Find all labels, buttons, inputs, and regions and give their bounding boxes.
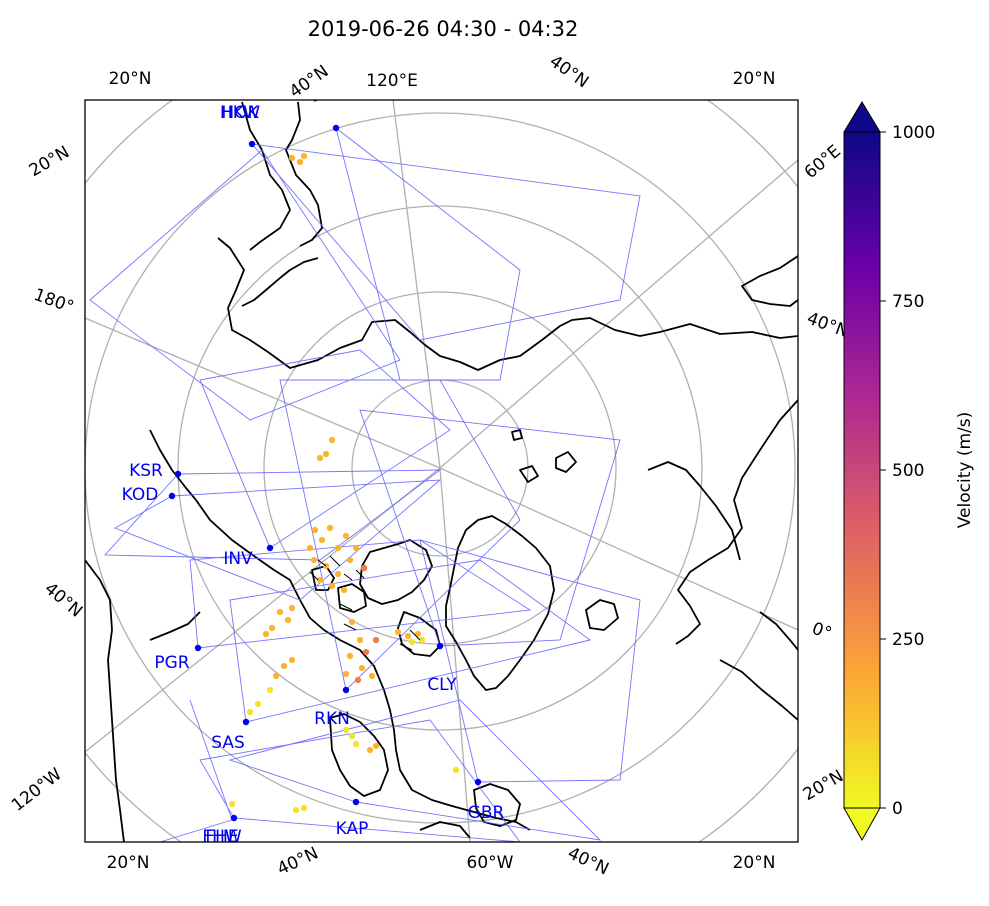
grid-label-bottom-3: 60°W xyxy=(467,853,514,873)
radar-label-kod: KOD xyxy=(122,485,159,505)
map-frame xyxy=(84,99,799,843)
coastlines xyxy=(85,101,798,842)
colorbar-gradient xyxy=(843,131,881,809)
colorbar-label: Velocity (m/s) xyxy=(955,412,975,529)
grid-label-right-1: 60°E xyxy=(801,141,845,183)
radar-site-kap xyxy=(352,798,360,806)
radar-site-rkn xyxy=(342,686,350,694)
radar-site-fhe xyxy=(230,814,238,822)
radar-label-fhw: FHW xyxy=(202,827,242,847)
radar-label-gbr: GBR xyxy=(468,803,505,823)
meridians xyxy=(85,100,798,842)
grid-label-left-1: 20°N xyxy=(26,142,73,181)
map-area: HOK HKW JME KSR KOD INV PGR SAS RKN CLY … xyxy=(85,83,798,847)
radar-site-sas xyxy=(242,718,250,726)
velocity-vectors xyxy=(228,152,460,814)
radar-site-inv xyxy=(266,544,274,552)
radar-label-jme: JME xyxy=(314,83,345,103)
radar-fov xyxy=(89,126,641,842)
colorbar-extend-min xyxy=(843,807,881,842)
grid-label-left-3: 40°N xyxy=(40,579,86,622)
radar-label-rkn: RKN xyxy=(314,709,350,729)
grid-label-bottom-1: 20°N xyxy=(107,853,150,873)
radar-label-cly: CLY xyxy=(427,675,457,695)
grid-label-bottom-5: 20°N xyxy=(733,853,776,873)
grid-label-bottom-2: 40°N xyxy=(274,843,321,879)
grid-label-top-2: 40°N xyxy=(286,61,333,102)
radar-label-ksr: KSR xyxy=(129,461,163,481)
colorbar-tick-250: 250 xyxy=(892,630,924,650)
colorbar: 0 250 500 750 1000 Velocity (m/s) xyxy=(843,101,975,842)
grid-label-right-4: 20°N xyxy=(800,766,847,805)
colorbar-tick-0: 0 xyxy=(892,799,903,819)
radar-site-gbr xyxy=(474,778,482,786)
radar-labels: HOK HKW JME KSR KOD INV PGR SAS RKN CLY … xyxy=(122,83,505,847)
radar-label-kap: KAP xyxy=(336,819,369,839)
radar-site-jme xyxy=(332,124,340,132)
colorbar-extend-max xyxy=(843,101,881,133)
radar-sites xyxy=(168,124,482,822)
map-title: 2019-06-26 04:30 - 04:32 xyxy=(308,17,579,41)
grid-label-left-4: 120°W xyxy=(8,764,66,815)
grid-label-top-1: 20°N xyxy=(109,69,152,89)
radar-site-pgr xyxy=(194,644,202,652)
grid-label-left-2: 180° xyxy=(31,285,76,318)
grid-label-top-4: 40°N xyxy=(546,51,593,92)
colorbar-tick-750: 750 xyxy=(892,292,924,312)
radar-label-hok: HOK xyxy=(221,103,259,123)
grid-label-top-3: 120°E xyxy=(366,71,418,91)
radar-label-pgr: PGR xyxy=(154,653,189,673)
radar-site-hok xyxy=(248,140,256,148)
radar-label-sas: SAS xyxy=(211,733,245,753)
radar-site-ksr xyxy=(174,470,182,478)
grid-label-bottom-4: 40°N xyxy=(564,843,611,879)
grid-label-top-5: 20°N xyxy=(733,69,776,89)
radar-label-inv: INV xyxy=(223,549,253,569)
colorbar-tick-1000: 1000 xyxy=(892,123,935,143)
grid-label-right-3: 0° xyxy=(809,619,834,644)
radar-site-kod xyxy=(168,492,176,500)
radar-site-cly xyxy=(436,642,444,650)
radar-label-hkw: HKW xyxy=(220,103,260,123)
colorbar-tick-500: 500 xyxy=(892,461,924,481)
radar-label-fhe: FHE xyxy=(205,827,238,847)
